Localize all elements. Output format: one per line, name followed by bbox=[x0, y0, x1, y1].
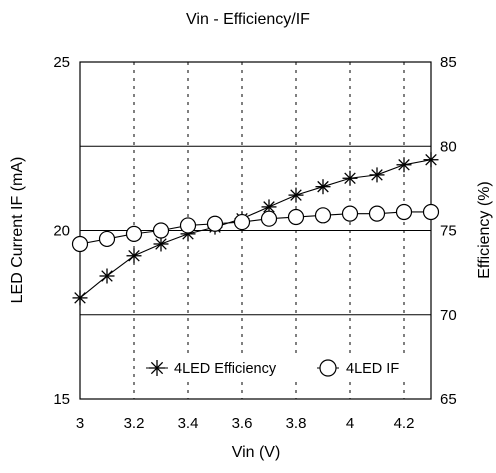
legend-asterisk-icon bbox=[149, 360, 165, 376]
if-point bbox=[395, 203, 413, 221]
legend-label-if: 4LED IF bbox=[346, 361, 399, 377]
y-axis-left-label: LED Current IF (mA) bbox=[9, 157, 26, 304]
if-point bbox=[71, 235, 89, 253]
if-point bbox=[260, 210, 278, 227]
x-tick-label: 3.8 bbox=[286, 415, 307, 432]
legend-mask bbox=[143, 354, 413, 382]
y-right-tick-label: 80 bbox=[440, 138, 457, 155]
if-point bbox=[422, 203, 440, 221]
if-point bbox=[287, 208, 305, 226]
x-tick-label: 3.2 bbox=[124, 415, 145, 432]
x-tick-label: 3.4 bbox=[178, 415, 199, 432]
x-axis-label: Vin (V) bbox=[232, 444, 281, 461]
efficiency-point bbox=[99, 268, 115, 284]
legend-circle-icon bbox=[319, 359, 337, 377]
efficiency-point bbox=[288, 187, 304, 203]
efficiency-point bbox=[126, 248, 142, 264]
efficiency-point bbox=[72, 290, 88, 306]
if-point bbox=[314, 207, 332, 224]
if-point bbox=[98, 230, 116, 248]
efficiency-point bbox=[153, 236, 169, 252]
efficiency-point bbox=[342, 170, 358, 186]
legend-label-efficiency: 4LED Efficiency bbox=[174, 361, 277, 377]
tick-layer: 3 3.2 3.4 3.6 3.8 4 4.2 15 20 25 65 70 75 80 85 bbox=[53, 54, 456, 432]
y-left-tick-label: 20 bbox=[53, 223, 70, 240]
legend: 4LED Efficiency 4LED IF bbox=[143, 354, 413, 382]
series-layer bbox=[71, 152, 440, 306]
y-right-tick-label: 70 bbox=[440, 307, 457, 324]
efficiency-point bbox=[315, 179, 331, 195]
y-right-tick-label: 65 bbox=[440, 391, 457, 408]
chart-title: Vin - Efficiency/IF bbox=[186, 11, 310, 28]
x-tick-label: 4 bbox=[346, 415, 354, 432]
y-left-tick-label: 25 bbox=[53, 54, 70, 71]
x-tick-label: 3 bbox=[76, 415, 84, 432]
y-axis-right-label: Efficiency (%) bbox=[476, 181, 493, 279]
efficiency-point bbox=[396, 157, 412, 173]
plot-frame bbox=[79, 61, 432, 400]
x-tick-label: 4.2 bbox=[394, 415, 415, 432]
if-point bbox=[233, 213, 251, 231]
if-point bbox=[368, 205, 386, 222]
legend-marker-if bbox=[317, 359, 339, 377]
efficiency-point bbox=[423, 152, 439, 168]
x-tick-label: 3.6 bbox=[232, 415, 253, 432]
grid-layer bbox=[80, 62, 431, 399]
y-right-tick-label: 75 bbox=[440, 223, 457, 240]
y-left-tick-label: 15 bbox=[53, 391, 70, 408]
efficiency-point bbox=[369, 167, 385, 183]
y-right-tick-label: 85 bbox=[440, 54, 457, 71]
if-point bbox=[179, 217, 197, 234]
if-point bbox=[152, 222, 170, 239]
if-point bbox=[206, 215, 224, 232]
legend-marker-efficiency bbox=[146, 360, 168, 376]
if-point bbox=[125, 225, 143, 242]
if-point bbox=[341, 205, 359, 222]
